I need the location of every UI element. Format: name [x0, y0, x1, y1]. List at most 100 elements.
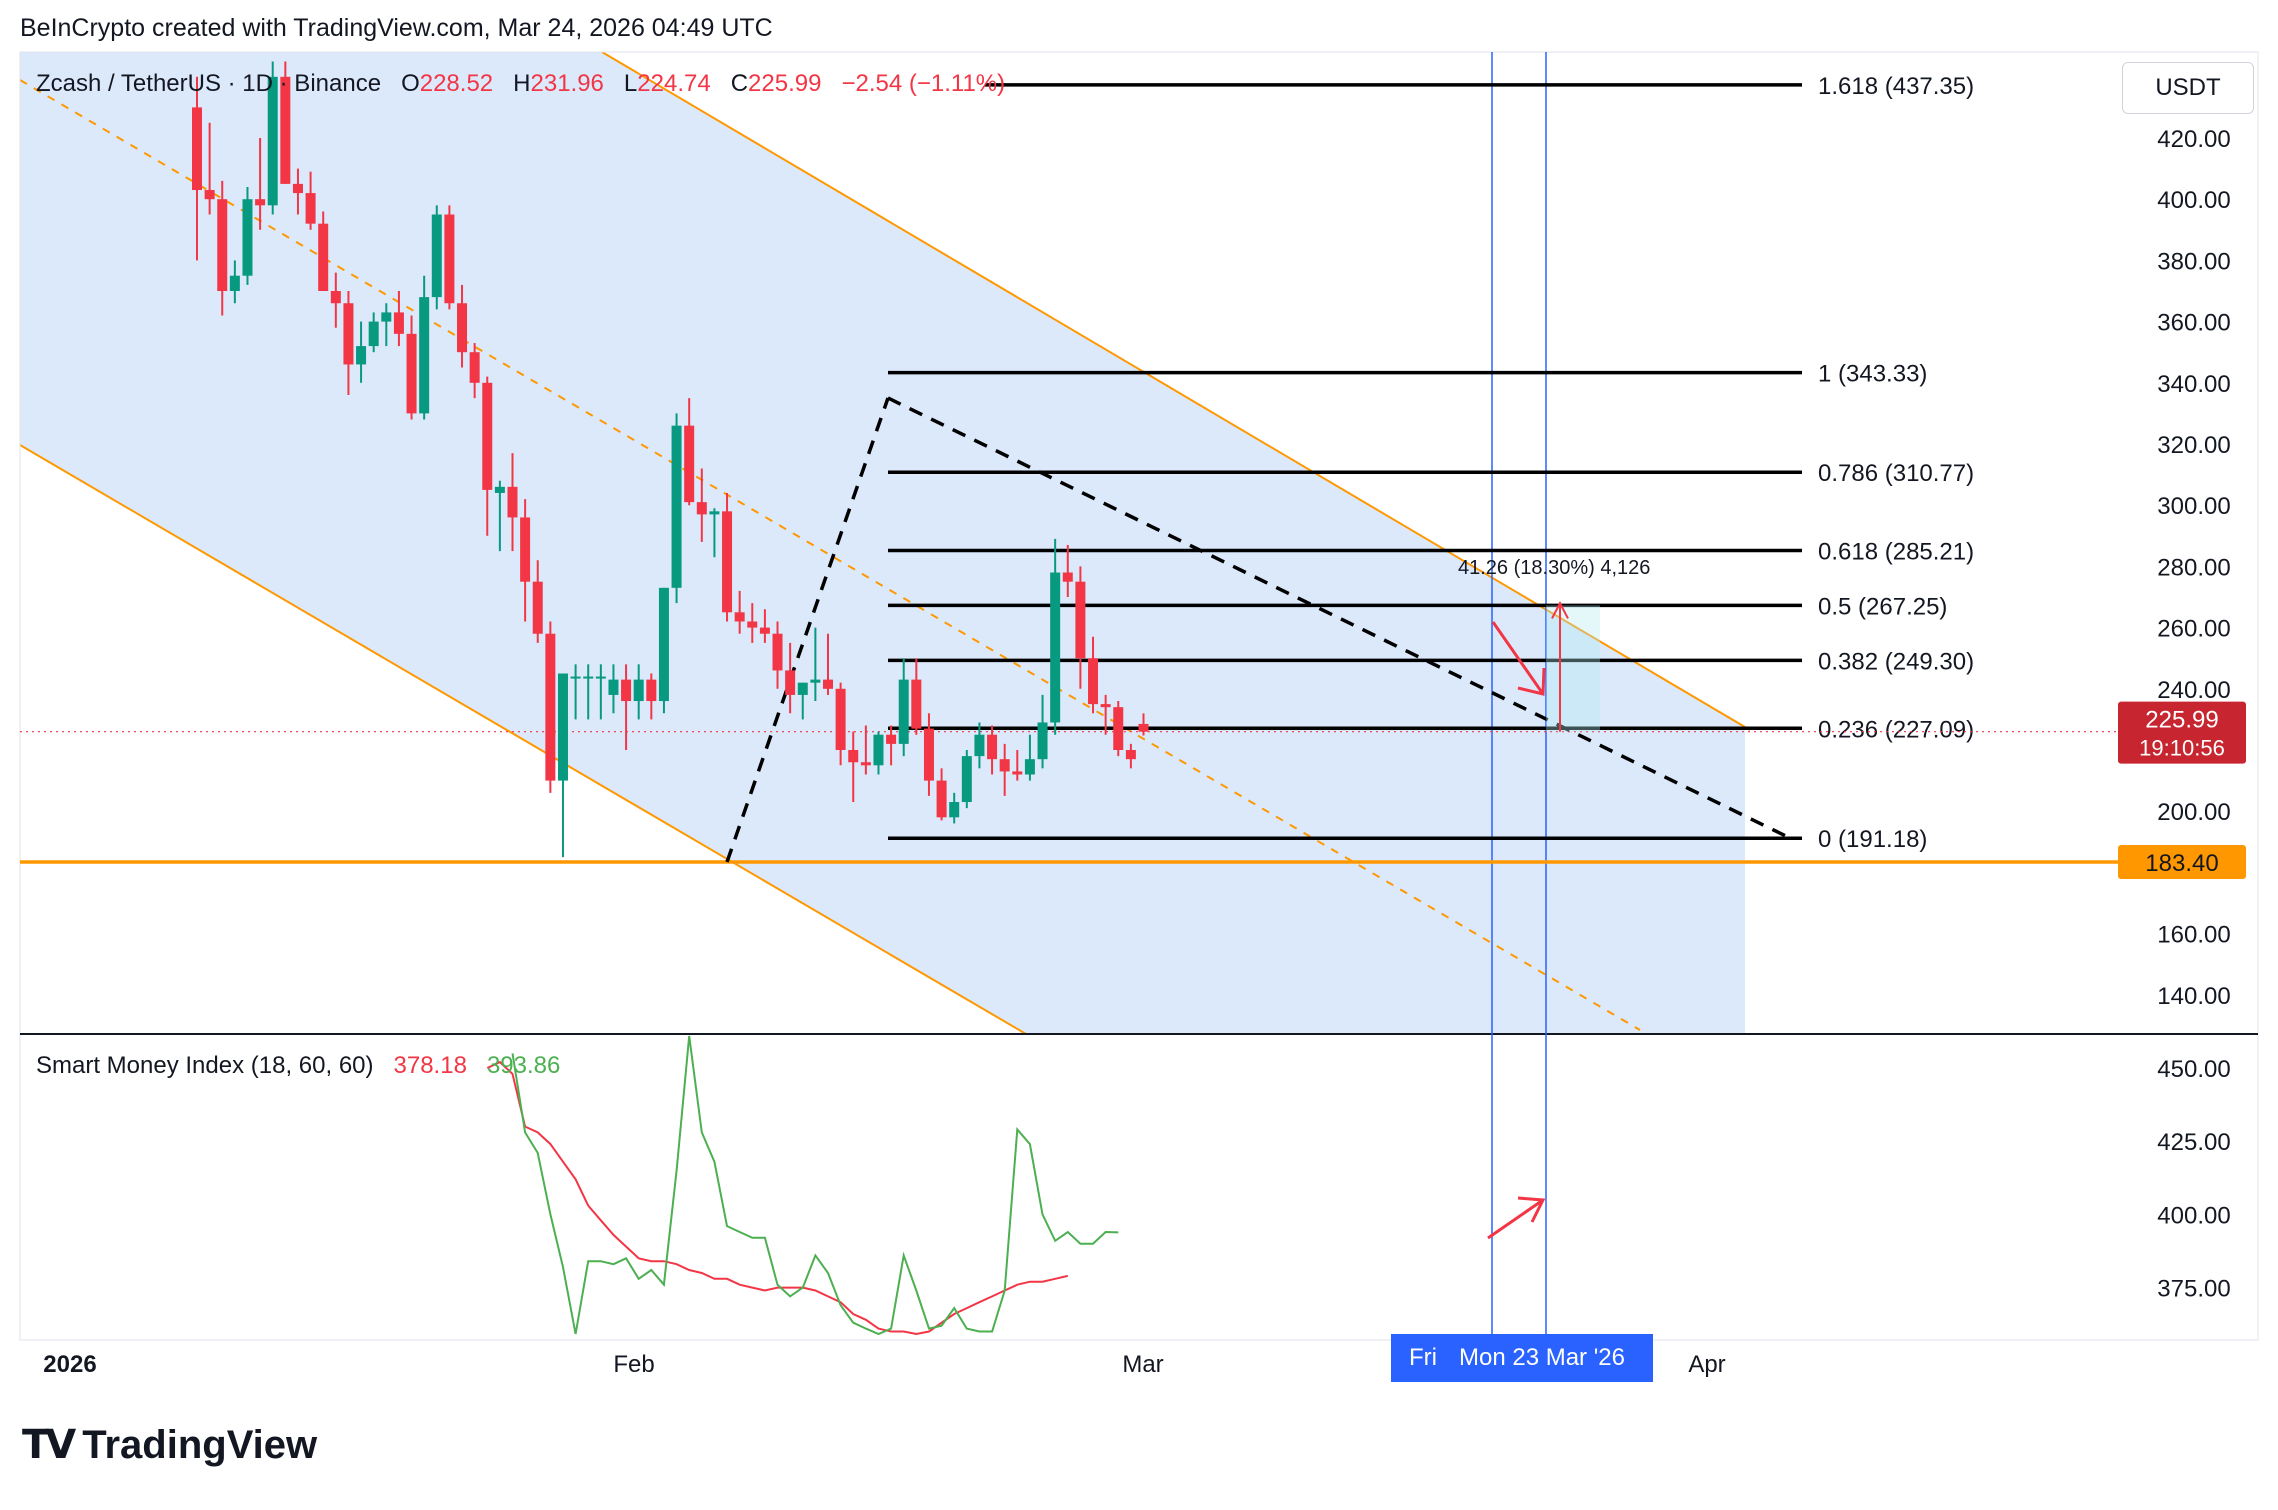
candle-body-38	[671, 425, 682, 588]
open-label: O	[401, 70, 420, 97]
price-tick-2: 380.00	[2157, 248, 2230, 275]
smi-legend: Smart Money Index (18, 60, 60) 378.18 39…	[36, 1052, 560, 1080]
chart-credit: BeInCrypto created with TradingView.com,…	[20, 14, 773, 42]
tradingview-logo-text: TradingView	[82, 1422, 318, 1467]
candle-body-26	[520, 517, 531, 582]
close-value: 225.99	[748, 70, 822, 97]
candle-body-60	[949, 802, 960, 818]
channel-layer	[19, 51, 1751, 1035]
price-tick-9: 240.00	[2157, 677, 2230, 704]
current-price-badge-value: 225.99	[2145, 707, 2218, 734]
open-value: 228.52	[419, 70, 494, 97]
candle-body-47	[785, 670, 796, 695]
candle-body-13	[356, 346, 367, 365]
candle-body-3	[229, 275, 240, 291]
time-label-1: Feb	[613, 1351, 654, 1378]
candle-body-64	[999, 759, 1010, 772]
candle-body-29	[557, 673, 568, 781]
channel-lower-line	[19, 444, 1027, 1035]
candle-body-46	[772, 633, 783, 671]
candle-body-10	[318, 223, 329, 291]
swing-up-dashed	[725, 397, 890, 863]
candle-body-20	[444, 214, 455, 304]
candle-body-74	[1125, 750, 1136, 760]
candle-body-59	[936, 780, 947, 818]
measure-label: 41.26 (18.30%) 4,126	[1458, 557, 1650, 579]
candle-body-8	[292, 183, 303, 194]
symbol-legend: Zcash / TetherUS · 1D · Binance O228.52 …	[36, 70, 1005, 98]
change-value: −2.54 (−1.11%)	[841, 70, 1006, 97]
smi-tick-2: 400.00	[2157, 1202, 2230, 1229]
time-label-2: Mar	[1122, 1351, 1163, 1378]
measure-box	[1546, 605, 1600, 732]
price-pane-frame	[19, 51, 2259, 1341]
candle-body-1	[204, 190, 215, 200]
candle-body-17	[406, 333, 417, 414]
price-tick-12: 140.00	[2157, 983, 2230, 1010]
candle-body-37	[658, 587, 669, 702]
smi-name: Smart Money Index (18, 60, 60)	[36, 1052, 374, 1079]
candle-body-16	[393, 312, 404, 334]
crosshair-day: Fri	[1409, 1344, 1437, 1371]
high-label: H	[513, 70, 531, 97]
annotation-layer: 41.26 (18.30%) 4,126	[1458, 557, 1650, 732]
price-tick-11: 160.00	[2157, 922, 2230, 949]
price-tick-5: 320.00	[2157, 432, 2230, 459]
candle-body-31	[583, 676, 594, 679]
price-tick-7: 280.00	[2157, 554, 2230, 581]
candle-body-65	[1012, 771, 1023, 775]
low-value: 224.74	[637, 70, 711, 97]
candle-body-70	[1075, 581, 1086, 659]
bullish-arrow-smi-head	[1517, 1196, 1546, 1223]
candle-body-34	[621, 679, 632, 702]
candle-body-45	[759, 627, 770, 634]
candle-body-63	[987, 734, 998, 760]
fib-level-label-3: 0.618 (285.21)	[1818, 538, 1974, 565]
fib-level-label-1: 1 (343.33)	[1818, 361, 1927, 388]
smi-series-1	[511, 1035, 1119, 1336]
support-level-badge	[2118, 844, 2246, 879]
price-tick-4: 340.00	[2157, 371, 2230, 398]
time-label-0: 2026	[43, 1351, 96, 1378]
candle-body-44	[747, 621, 758, 628]
candle-body-53	[860, 762, 871, 766]
smi-value-green: 393.86	[486, 1052, 561, 1079]
bullish-arrow-smi	[1487, 1198, 1544, 1240]
smi-value-red: 378.18	[393, 1052, 467, 1079]
candle-body-32	[595, 676, 606, 679]
fib-level-label-5: 0.382 (249.30)	[1818, 648, 1974, 675]
candle-body-49	[810, 679, 821, 683]
descending-channel-fill	[20, 52, 1745, 1034]
currency-button[interactable]: USDT	[2122, 62, 2254, 114]
candle-body-28	[545, 633, 556, 781]
candle-body-23	[482, 382, 493, 490]
candle-body-19	[431, 214, 442, 298]
price-tick-3: 360.00	[2157, 310, 2230, 337]
candle-body-51	[835, 688, 846, 750]
fib-level-label-4: 0.5 (267.25)	[1818, 593, 1947, 620]
candle-body-0	[192, 107, 202, 191]
candle-body-30	[570, 676, 581, 679]
candle-body-52	[848, 750, 859, 763]
tradingview-logo[interactable]: TV TradingView	[22, 1422, 317, 1468]
fib-level-label-6: 0.236 (227.09)	[1818, 716, 1974, 743]
candle-body-39	[684, 425, 695, 503]
candle-body-66	[1024, 759, 1035, 775]
candle-body-27	[532, 581, 543, 634]
candle-body-50	[823, 679, 833, 689]
time-label-3: Apr	[1688, 1351, 1725, 1378]
candle-body-15	[381, 312, 392, 322]
candle-body-33	[608, 679, 619, 695]
smi-tick-0: 450.00	[2157, 1056, 2230, 1083]
candle-body-9	[305, 193, 316, 224]
candle-body-25	[507, 486, 518, 518]
candle-body-62	[974, 734, 985, 757]
bearish-arrow-price-head	[1517, 667, 1546, 696]
candle-body-41	[709, 511, 720, 515]
chart-frame	[19, 51, 2259, 1341]
price-tick-1: 400.00	[2157, 187, 2230, 214]
candle-body-58	[923, 728, 934, 781]
smi-tick-1: 425.00	[2157, 1129, 2230, 1156]
price-tick-10: 200.00	[2157, 799, 2230, 826]
